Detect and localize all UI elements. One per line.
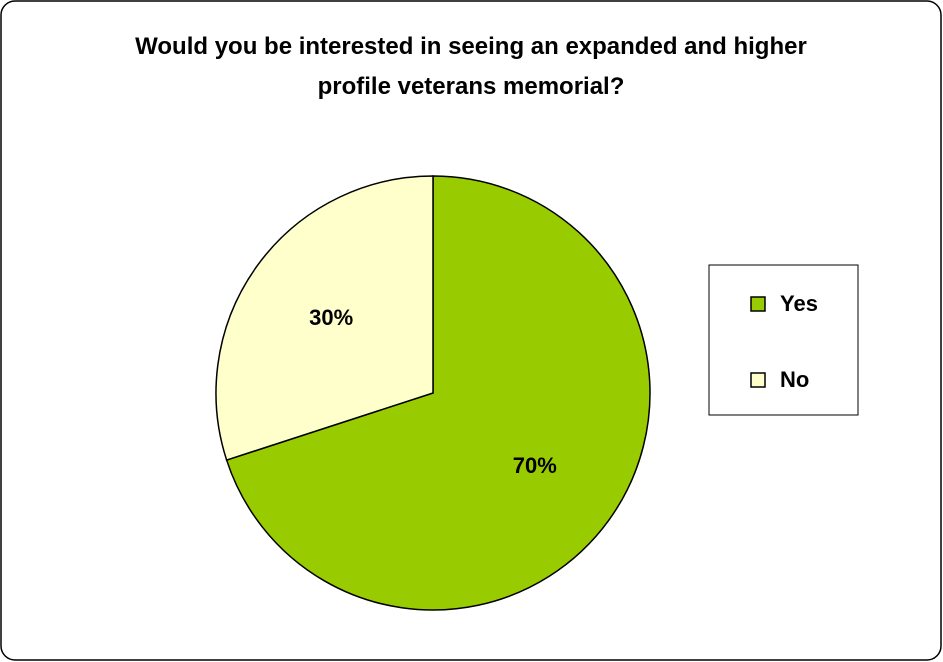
pie-slice	[225, 175, 651, 611]
title-line: Would you be interested in seeing an exp…	[135, 33, 807, 60]
pie-slice	[215, 175, 434, 462]
data-label: 70%	[513, 453, 557, 478]
legend-label: No	[780, 367, 809, 392]
chart-title: Would you be interested in seeing an exp…	[135, 33, 807, 100]
legend-box	[708, 264, 859, 416]
legend-swatch	[750, 372, 766, 388]
legend-swatch	[750, 296, 766, 312]
data-label: 30%	[309, 305, 353, 330]
title-line: profile veterans memorial?	[318, 73, 625, 100]
legend-label: Yes	[780, 291, 818, 316]
